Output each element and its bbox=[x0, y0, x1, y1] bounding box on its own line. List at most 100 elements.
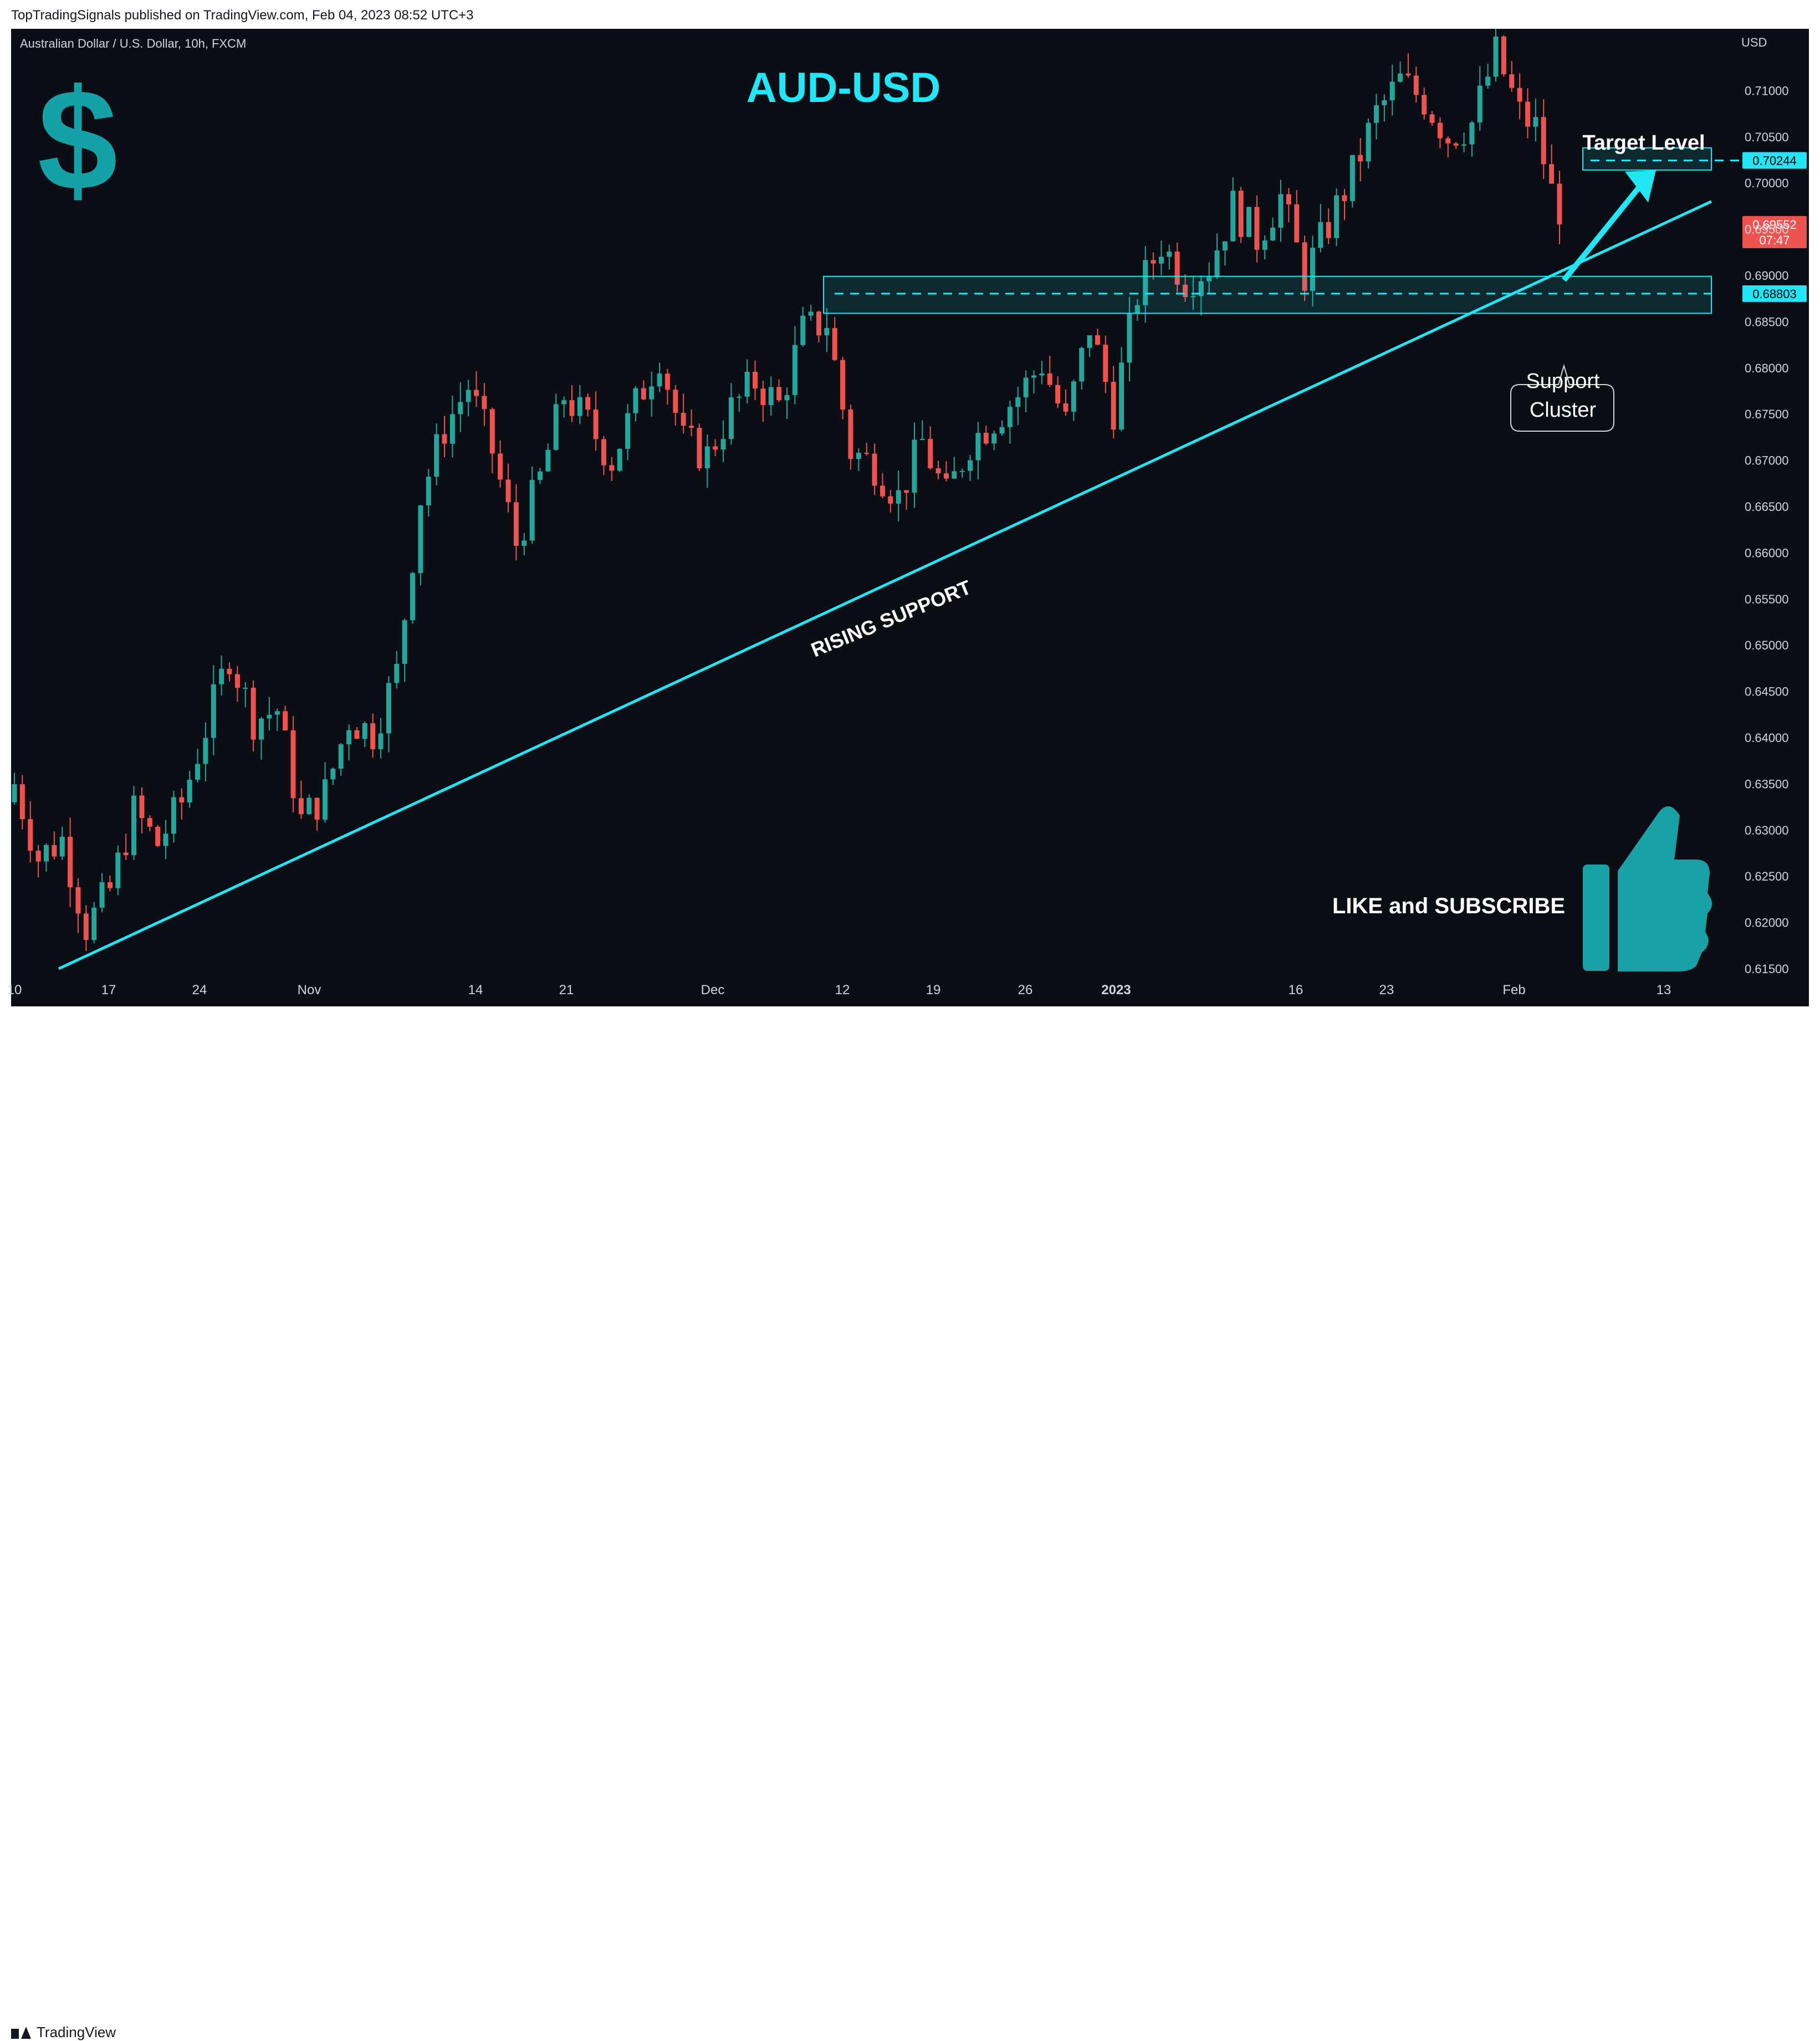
candle-body bbox=[1382, 100, 1387, 105]
candle-body bbox=[561, 400, 567, 405]
candle-body bbox=[1095, 335, 1100, 345]
top-bar: TopTradingSignals published on TradingVi… bbox=[0, 0, 1820, 29]
time-tick-label: 16 bbox=[1289, 983, 1303, 998]
candle-body bbox=[426, 477, 431, 506]
candle-body bbox=[489, 409, 495, 454]
price-tick-label: 0.61500 bbox=[1745, 962, 1789, 976]
candle-body bbox=[1342, 195, 1347, 201]
dollar-icon: $ bbox=[38, 60, 118, 221]
candle-body bbox=[529, 480, 535, 541]
candle-body bbox=[1039, 373, 1045, 376]
candle-body bbox=[107, 882, 113, 888]
candle-body bbox=[195, 764, 201, 780]
candle-body bbox=[1047, 373, 1052, 385]
candle-body bbox=[466, 390, 471, 402]
candle-body bbox=[52, 845, 57, 857]
candle-body bbox=[664, 374, 670, 390]
candle-body bbox=[163, 833, 168, 846]
candle-body bbox=[211, 684, 216, 738]
candle-body bbox=[816, 311, 821, 336]
price-axis[interactable]: 0.61500 0.62000 0.62500 0.63000 0.63500 0.640… bbox=[1745, 84, 1789, 976]
support-label-line2: Cluster bbox=[1530, 398, 1597, 422]
candle-body bbox=[505, 479, 511, 503]
candle-body bbox=[267, 714, 272, 719]
candle-body bbox=[1326, 222, 1331, 238]
candle-body bbox=[1294, 204, 1300, 243]
candle-body bbox=[19, 784, 25, 820]
candle-body bbox=[1493, 36, 1499, 77]
candle-body bbox=[1183, 284, 1188, 298]
time-axis[interactable]: 10 17 24 Nov 14 21 Dec 12 19 26 2023 16 23 Feb 13 bbox=[7, 983, 1671, 998]
support-zone-box[interactable] bbox=[823, 275, 1712, 314]
price-tick-label: 0.62500 bbox=[1745, 869, 1789, 883]
candle-body bbox=[418, 505, 423, 574]
last-price-tag: 0.69552 bbox=[1752, 218, 1797, 232]
price-tick-label: 0.69000 bbox=[1745, 269, 1789, 283]
candle-body bbox=[1477, 85, 1482, 123]
candle-body bbox=[1111, 382, 1116, 430]
candle-body bbox=[1429, 114, 1435, 123]
candle-body bbox=[1509, 74, 1515, 88]
price-tick-label: 0.65500 bbox=[1745, 592, 1789, 606]
candle-body bbox=[1015, 397, 1021, 407]
candle-body bbox=[259, 718, 264, 740]
candle-body bbox=[704, 446, 710, 468]
candle-body bbox=[1373, 105, 1379, 123]
candle-body bbox=[283, 711, 288, 730]
candle-body bbox=[1358, 155, 1363, 162]
candle-body bbox=[99, 882, 105, 908]
candle-body bbox=[1063, 403, 1069, 412]
candle-body bbox=[1246, 207, 1252, 237]
candle-body bbox=[219, 668, 224, 684]
candle-body bbox=[935, 468, 941, 474]
candle-body bbox=[1461, 144, 1467, 146]
candle-body bbox=[1087, 335, 1092, 348]
symbol-legend[interactable]: Australian Dollar / U.S. Dollar, 10h, FX… bbox=[20, 37, 246, 50]
price-tick-label: 0.69500 bbox=[1745, 223, 1789, 237]
candle-body bbox=[187, 779, 192, 803]
candle-body bbox=[410, 573, 416, 621]
candle-body bbox=[848, 409, 853, 459]
candle-body bbox=[449, 414, 455, 444]
price-tick-label: 0.66000 bbox=[1745, 546, 1789, 560]
price-tick-label: 0.64500 bbox=[1745, 685, 1789, 699]
candle-body bbox=[617, 448, 622, 471]
candle-body bbox=[362, 723, 367, 739]
time-tick-label: 24 bbox=[192, 983, 207, 998]
candle-body bbox=[274, 711, 280, 715]
currency-label: USD bbox=[1741, 35, 1767, 49]
time-tick-label: 17 bbox=[101, 983, 116, 998]
candlestick-series bbox=[12, 29, 1562, 952]
target-arrow-shaft bbox=[1562, 180, 1646, 282]
candle-body bbox=[824, 328, 830, 336]
candle-body bbox=[115, 852, 121, 888]
candle-body bbox=[498, 453, 503, 480]
candle-body bbox=[1422, 95, 1427, 115]
candle-body bbox=[1127, 313, 1132, 363]
time-tick-label: Feb bbox=[1502, 983, 1525, 998]
candle-body bbox=[1398, 73, 1403, 82]
candle-body bbox=[744, 371, 750, 397]
candle-body bbox=[1366, 122, 1371, 162]
candle-body bbox=[959, 470, 965, 472]
thumbs-up-icon bbox=[1583, 806, 1712, 971]
rising-support-trendline[interactable] bbox=[58, 200, 1712, 970]
candle-body bbox=[919, 438, 925, 440]
price-tick-label: 0.65000 bbox=[1745, 638, 1789, 652]
candle-body bbox=[872, 453, 877, 486]
candle-body bbox=[728, 397, 734, 439]
countdown-tag: 07:47 bbox=[1759, 233, 1790, 247]
tradingview-brand: TradingView bbox=[37, 2024, 116, 2040]
candle-body bbox=[856, 453, 861, 459]
candle-body bbox=[569, 400, 575, 416]
candle-body bbox=[386, 683, 391, 734]
tradingview-logo[interactable]: TradingView bbox=[11, 2024, 116, 2041]
candle-body bbox=[681, 413, 686, 426]
target-zone-box[interactable] bbox=[1582, 147, 1712, 171]
candle-body bbox=[896, 490, 901, 504]
candle-body bbox=[290, 730, 296, 799]
target-arrow-head bbox=[1625, 170, 1656, 203]
candle-body bbox=[1222, 241, 1228, 250]
support-price-tag-bg bbox=[1742, 285, 1807, 302]
